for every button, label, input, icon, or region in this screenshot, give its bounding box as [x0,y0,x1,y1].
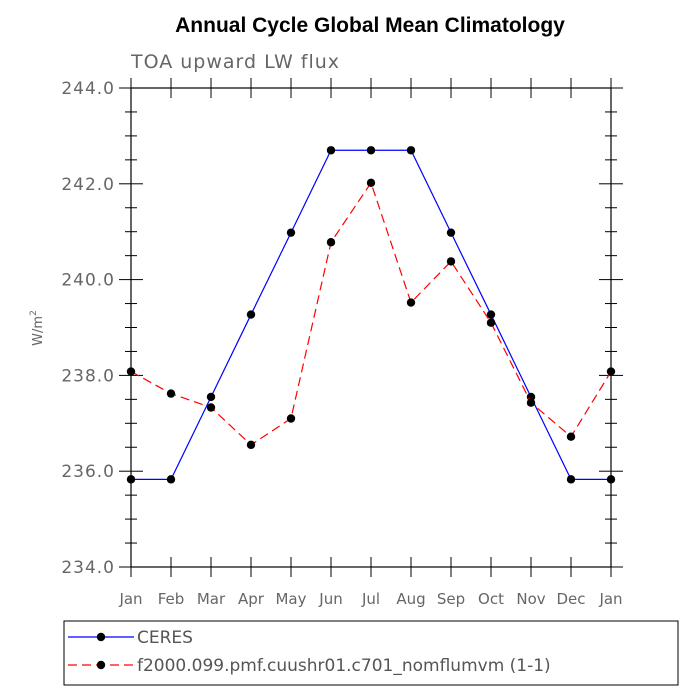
data-point [486,318,496,327]
data-point [286,414,296,423]
legend: CERES f2000.099.pmf.cuushr01.c701_nomflum… [63,620,679,686]
x-tick-label: Nov [516,590,545,608]
legend-label: CERES [137,628,193,648]
data-point [606,367,616,376]
data-point [326,146,336,155]
data-point [446,257,456,266]
data-point [366,178,376,188]
y-axis-label-superscript: 2 [29,310,39,316]
x-tick-label: Jan [118,590,142,608]
data-point [166,389,176,398]
legend-item: f2000.099.pmf.cuushr01.c701_nomflumvm (1… [68,656,551,676]
plot-frame [130,87,612,568]
plot-border [130,87,612,568]
data-point [406,298,416,307]
data-point [166,475,176,484]
data-point [406,146,416,155]
data-point [246,440,256,450]
series-layer [126,146,616,484]
data-point [606,475,616,484]
chart-subtitle: TOA upward LW flux [130,51,340,73]
axis-ticks [119,78,623,577]
y-tick-label: 242.0 [61,175,115,195]
x-tick-label: Jul [361,590,380,608]
y-axis-tick-labels: 234.0 236.0 238.0 240.0 242.0 244.0 [61,79,115,578]
y-axis-label-base: W/m [31,316,46,346]
y-tick-label: 244.0 [61,79,115,99]
data-point [286,228,296,237]
data-point [246,310,256,319]
x-tick-label: Oct [478,590,504,608]
data-point [446,228,456,237]
x-tick-label: Aug [396,590,425,608]
data-point [326,238,336,247]
x-axis-tick-labels: Jan Feb Mar Apr May Jun Jul Aug Sep Oct Nov Dec Jan [118,590,622,608]
data-point [126,475,136,484]
data-point [206,403,216,412]
x-tick-label: Dec [556,590,585,608]
data-point [486,310,496,319]
x-tick-label: Jun [318,590,342,608]
x-tick-label: Mar [197,590,226,608]
data-point [566,475,576,484]
x-tick-label: Jan [598,590,622,608]
x-tick-label: Feb [158,590,185,608]
y-tick-label: 234.0 [61,558,115,578]
legend-box [63,620,679,686]
y-tick-label: 236.0 [61,462,115,482]
y-tick-label: 240.0 [61,271,115,291]
y-tick-label: 238.0 [61,366,115,386]
chart-title: Annual Cycle Global Mean Climatology [175,14,565,37]
x-tick-label: May [275,590,306,608]
series-model [126,178,616,450]
series-line [131,149,611,480]
legend-item: CERES [68,628,193,648]
data-point [566,432,576,441]
legend-swatch-marker [96,660,106,670]
series-ceres [126,146,616,484]
series-line [130,181,612,446]
legend-label: f2000.099.pmf.cuushr01.c701_nomflumvm (1… [137,656,551,676]
data-point [206,392,216,402]
data-point [526,398,536,407]
x-tick-label: Sep [437,590,465,608]
legend-swatch-marker [96,632,106,642]
y-axis-label: W/m2 [29,310,46,346]
data-point [366,146,376,155]
data-point [126,367,136,376]
x-tick-label: Apr [238,590,265,608]
